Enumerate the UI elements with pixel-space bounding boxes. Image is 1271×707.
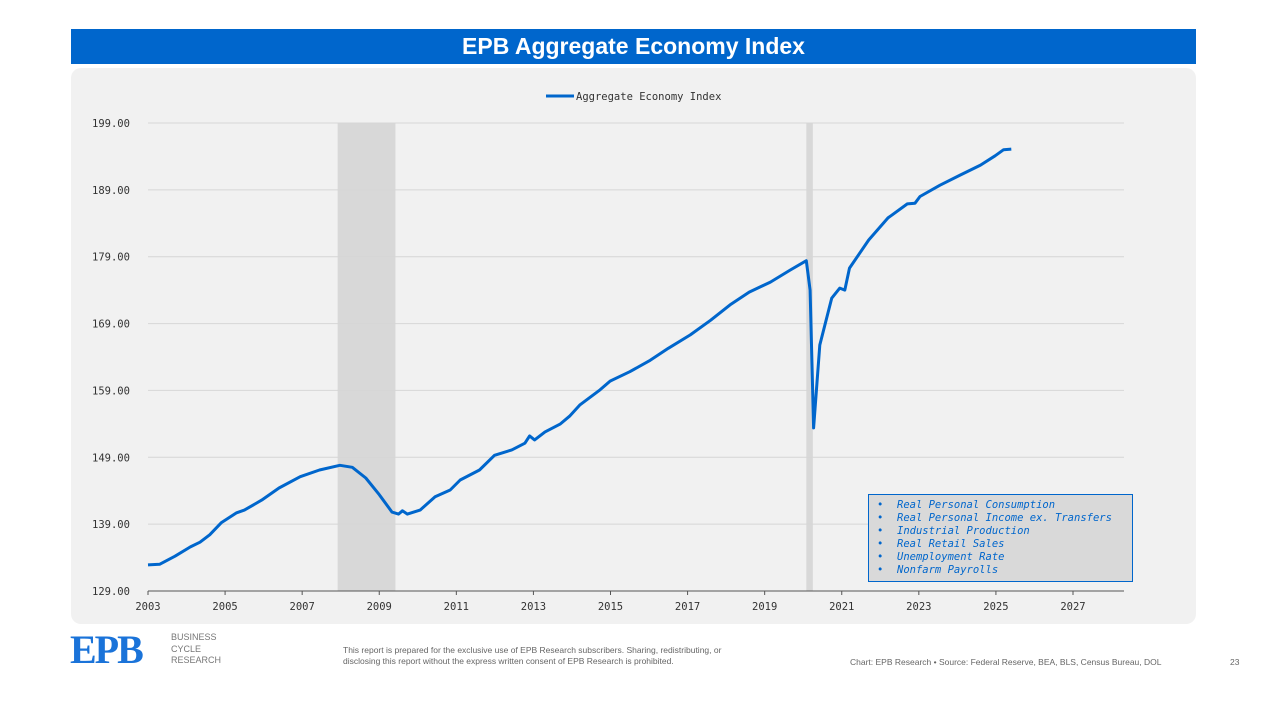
epb-logo: EPB bbox=[70, 627, 144, 672]
bullet-icon: • bbox=[877, 538, 884, 550]
y-tick-label: 139.00 bbox=[92, 519, 130, 531]
y-tick-label: 169.00 bbox=[92, 319, 130, 331]
bullet-icon: • bbox=[877, 551, 884, 563]
logo-subtitle: BUSINESS CYCLE RESEARCH bbox=[171, 632, 221, 667]
y-tick-label: 179.00 bbox=[92, 252, 130, 264]
logo-sub-line: BUSINESS bbox=[171, 632, 217, 642]
component-item: • Industrial Production bbox=[877, 525, 1132, 538]
component-item: • Nonfarm Payrolls bbox=[877, 564, 1132, 577]
component-label: Real Retail Sales bbox=[897, 538, 1005, 550]
logo-sub-line: RESEARCH bbox=[171, 655, 222, 665]
component-label: Nonfarm Payrolls bbox=[897, 564, 999, 576]
y-tick-label: 129.00 bbox=[92, 586, 130, 598]
x-tick-label: 2015 bbox=[598, 601, 623, 613]
bullet-icon: • bbox=[877, 525, 884, 537]
x-tick-label: 2027 bbox=[1060, 601, 1085, 613]
x-tick-label: 2011 bbox=[444, 601, 469, 613]
y-tick-label: 159.00 bbox=[92, 385, 130, 397]
x-tick-label: 2017 bbox=[675, 601, 700, 613]
bullet-icon: • bbox=[877, 512, 884, 524]
source-note: Chart: EPB Research • Source: Federal Re… bbox=[850, 657, 1162, 667]
y-tick-label: 189.00 bbox=[92, 185, 130, 197]
component-item: • Real Retail Sales bbox=[877, 538, 1132, 551]
x-tick-label: 2013 bbox=[521, 601, 546, 613]
recession-shade bbox=[337, 123, 396, 591]
y-tick-label: 149.00 bbox=[92, 452, 130, 464]
logo-sub-line: CYCLE bbox=[171, 643, 202, 654]
x-tick-label: 2019 bbox=[752, 601, 777, 613]
component-label: Unemployment Rate bbox=[897, 551, 1005, 563]
component-item: • Unemployment Rate bbox=[877, 551, 1132, 564]
bullet-icon: • bbox=[877, 499, 884, 511]
x-tick-label: 2003 bbox=[135, 601, 160, 613]
page-title: EPB Aggregate Economy Index bbox=[71, 29, 1196, 64]
disclaimer: This report is prepared for the exclusiv… bbox=[343, 645, 721, 667]
x-tick-label: 2009 bbox=[367, 601, 392, 613]
bullet-icon: • bbox=[877, 564, 884, 576]
legend-label: Aggregate Economy Index bbox=[576, 91, 721, 103]
disclaimer-line: This report is prepared for the exclusiv… bbox=[343, 645, 722, 655]
component-item: • Real Personal Income ex. Transfers bbox=[877, 512, 1132, 525]
recession-shade bbox=[806, 123, 813, 591]
component-label: Real Personal Income ex. Transfers bbox=[897, 512, 1112, 524]
component-label: Real Personal Consumption bbox=[897, 499, 1056, 511]
series-line-aggregate-economy-index bbox=[147, 147, 1012, 567]
component-item: • Real Personal Consumption bbox=[877, 499, 1132, 512]
x-tick-label: 2021 bbox=[829, 601, 854, 613]
x-tick-label: 2007 bbox=[290, 601, 315, 613]
x-tick-label: 2005 bbox=[212, 601, 237, 613]
disclaimer-line: disclosing this report without the expre… bbox=[343, 656, 674, 666]
y-tick-label: 199.00 bbox=[92, 118, 130, 130]
components-box: • Real Personal Consumption • Real Personal… bbox=[868, 494, 1133, 582]
x-tick-label: 2023 bbox=[906, 601, 931, 613]
x-tick-label: 2025 bbox=[983, 601, 1008, 613]
page-number: 23 bbox=[1230, 657, 1240, 667]
component-label: Industrial Production bbox=[897, 525, 1030, 537]
